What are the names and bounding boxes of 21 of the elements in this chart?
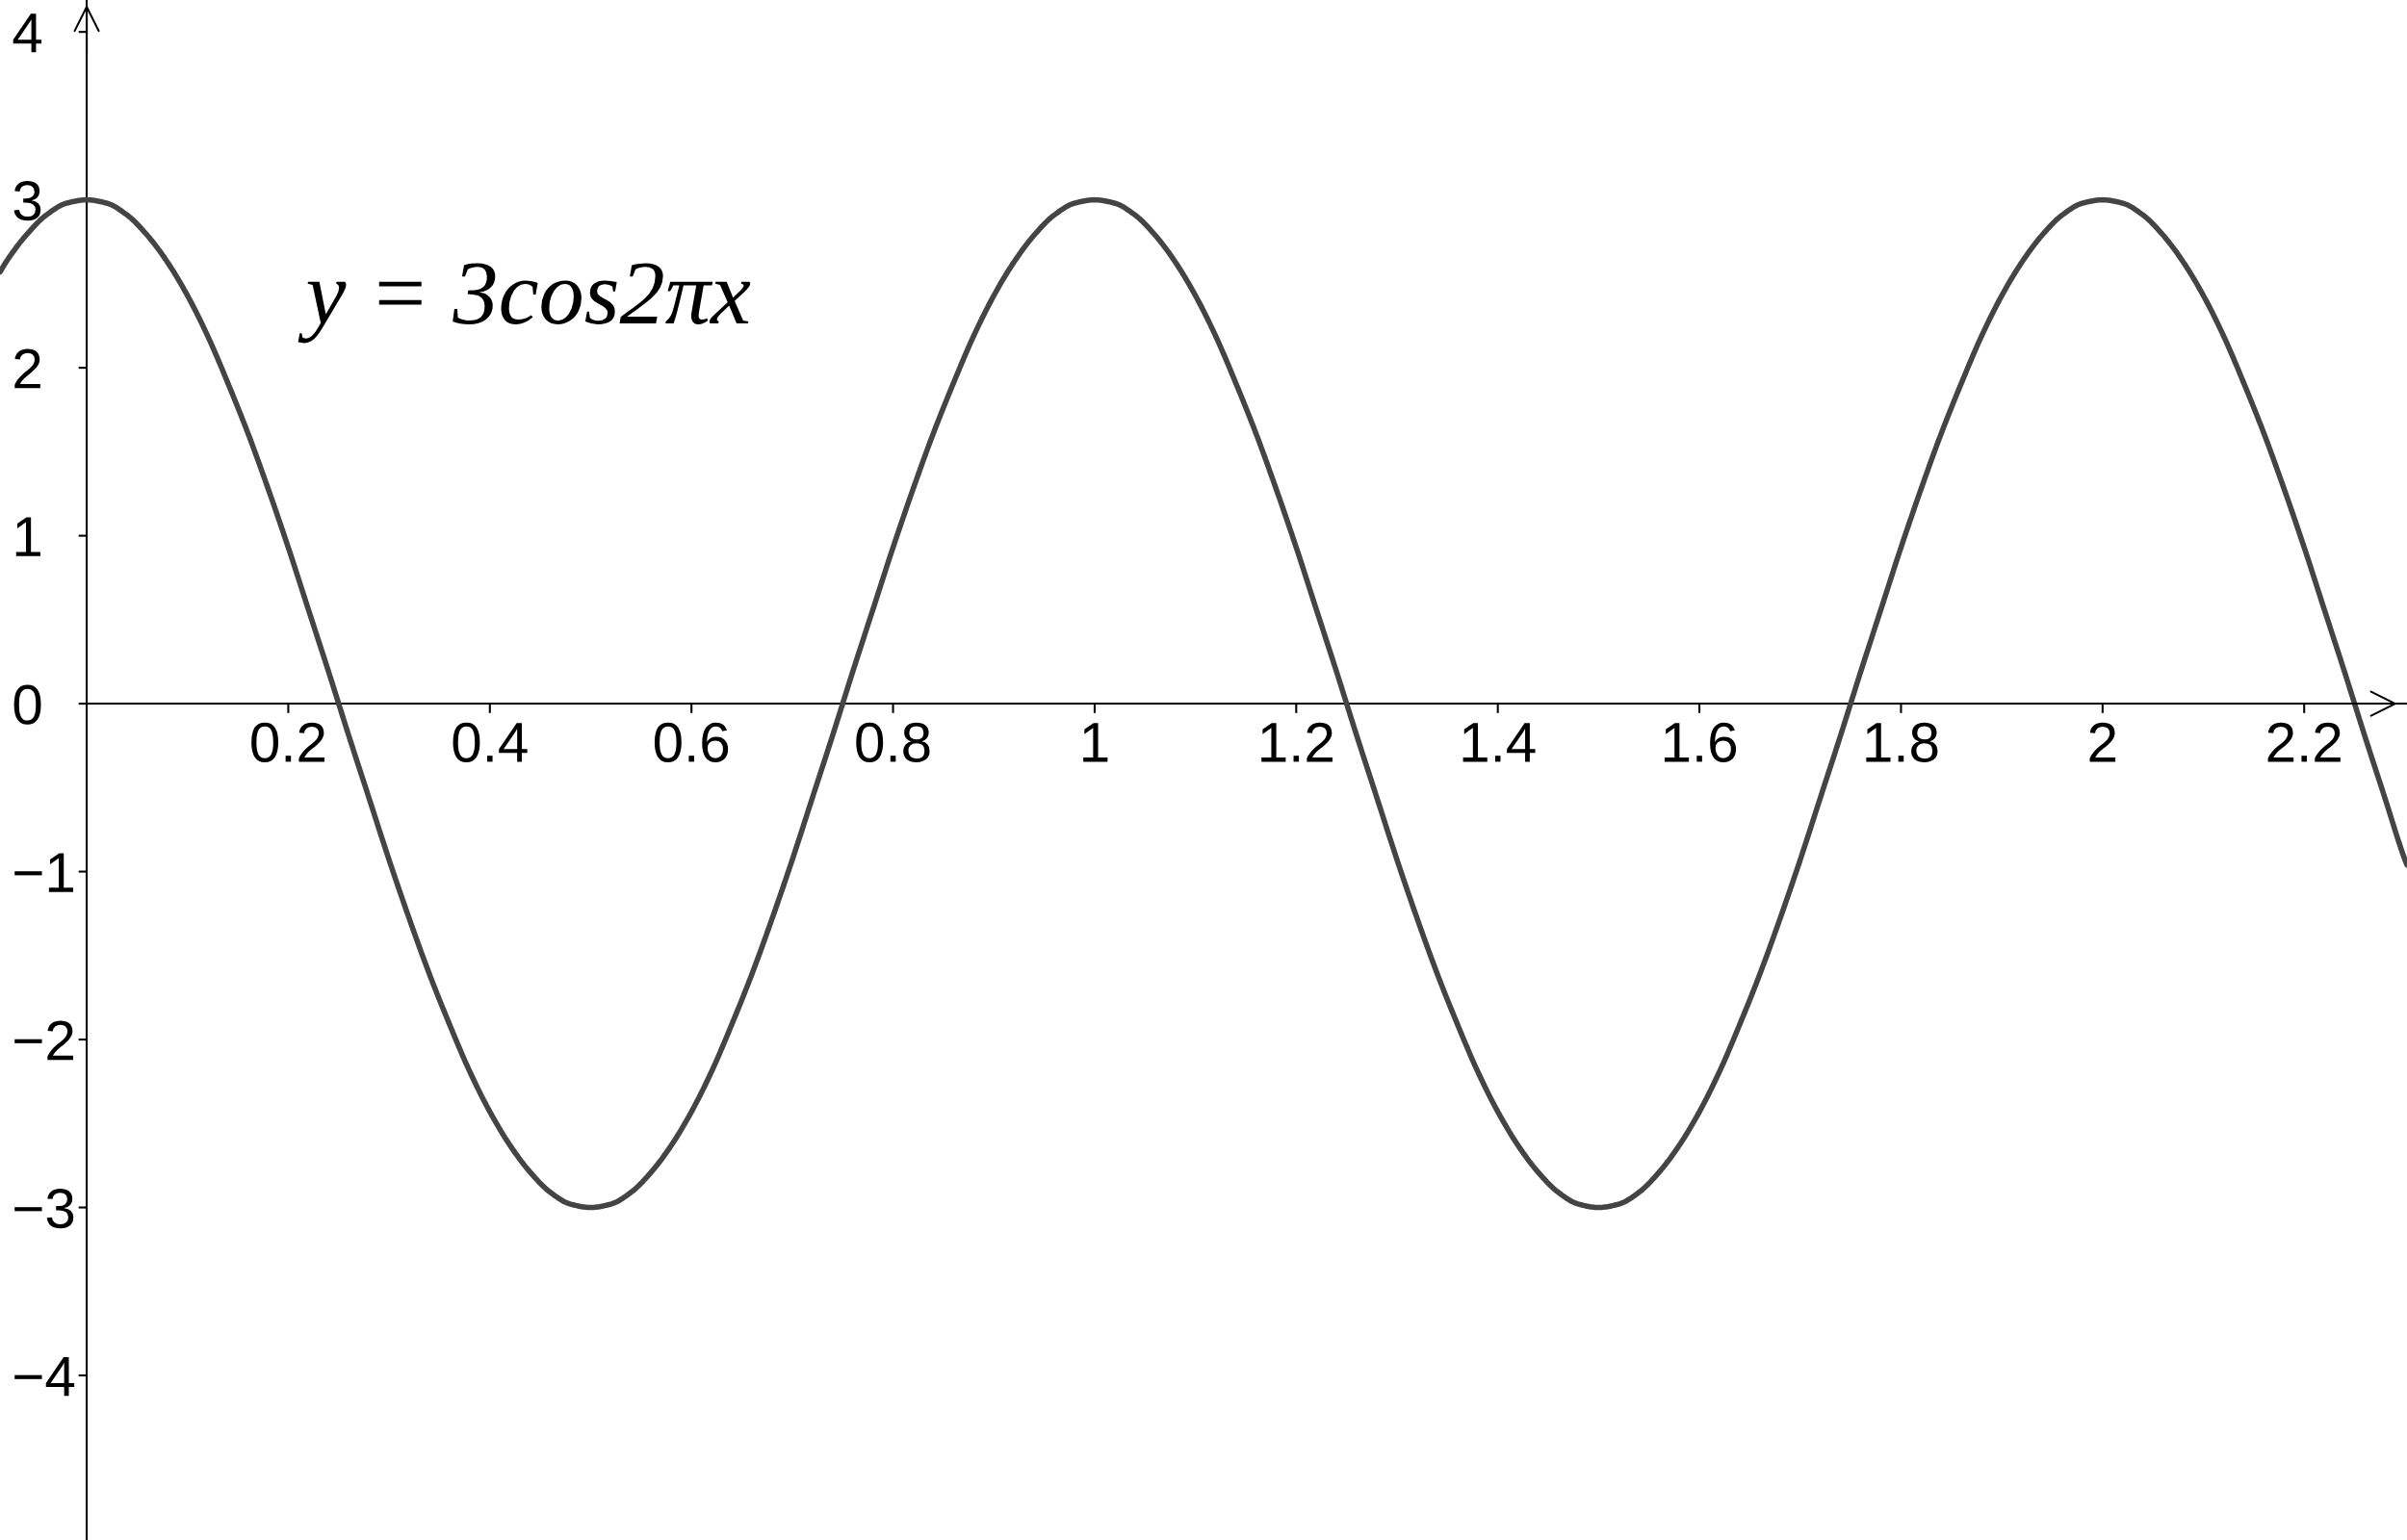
x-tick-label: 1.4 <box>1462 723 1536 762</box>
y-tick-label: −3 <box>14 1188 74 1229</box>
y-tick-label: −4 <box>14 1357 75 1397</box>
y-tick-label: 3 <box>13 181 41 221</box>
x-tick-label: 2 <box>2089 722 2116 762</box>
x-tick-label: 2.2 <box>2267 722 2341 762</box>
y-tick-label: 0 <box>13 684 41 725</box>
y-tick-label: 1 <box>15 517 40 556</box>
y-tick-label: 4 <box>13 13 42 53</box>
x-tick-label: 1.2 <box>1261 722 1333 762</box>
x-tick-label: 1 <box>1083 723 1108 762</box>
y-tick-label: 2 <box>14 348 40 389</box>
x-tick-label: 0.2 <box>251 722 325 762</box>
annotation: y = 3cos2πx <box>298 263 751 344</box>
x-tick-label: 0.8 <box>856 722 930 762</box>
y-tick-label: −1 <box>14 853 73 892</box>
x-tick-label: 0.4 <box>453 722 528 762</box>
x-tick-label: 1.6 <box>1664 722 1737 762</box>
x-tick-label: 0.6 <box>654 722 729 762</box>
x-tick-label: 1.8 <box>1866 722 1938 762</box>
y-tick-label: −2 <box>14 1020 73 1061</box>
